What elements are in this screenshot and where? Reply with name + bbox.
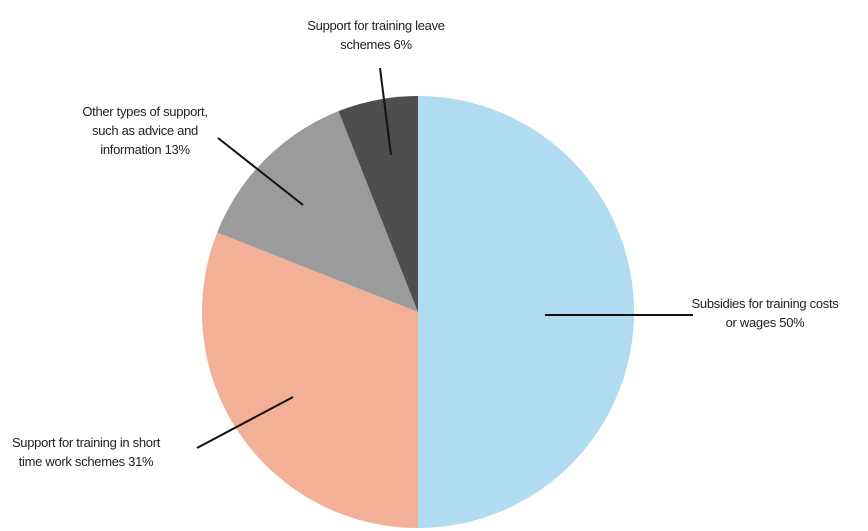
- value-label: 50%: [779, 315, 805, 330]
- value-label: 6%: [393, 37, 413, 52]
- pie-slice: [217, 111, 418, 313]
- pie-slice: [418, 96, 634, 528]
- value-label: 31%: [128, 454, 154, 469]
- category-label: Other types of support, such as advice a…: [82, 104, 208, 157]
- value-label: 13%: [164, 142, 190, 157]
- category-label: Support for training in short time work …: [11, 435, 161, 469]
- slice-label: Subsidies for training costs or wages 50…: [690, 294, 840, 332]
- pie-slice: [201, 232, 418, 528]
- leader-line: [196, 396, 294, 449]
- slice-label: Other types of support, such as advice a…: [70, 102, 220, 159]
- pie-slice: [338, 96, 418, 312]
- leader-line: [379, 67, 392, 156]
- slice-label: Support for training leave schemes 6%: [305, 16, 447, 54]
- category-label: Subsidies for training costs or wages: [691, 296, 839, 330]
- leader-line: [217, 137, 304, 206]
- category-label: Support for training leave schemes: [307, 18, 445, 52]
- slice-label: Support for training in short time work …: [0, 433, 172, 471]
